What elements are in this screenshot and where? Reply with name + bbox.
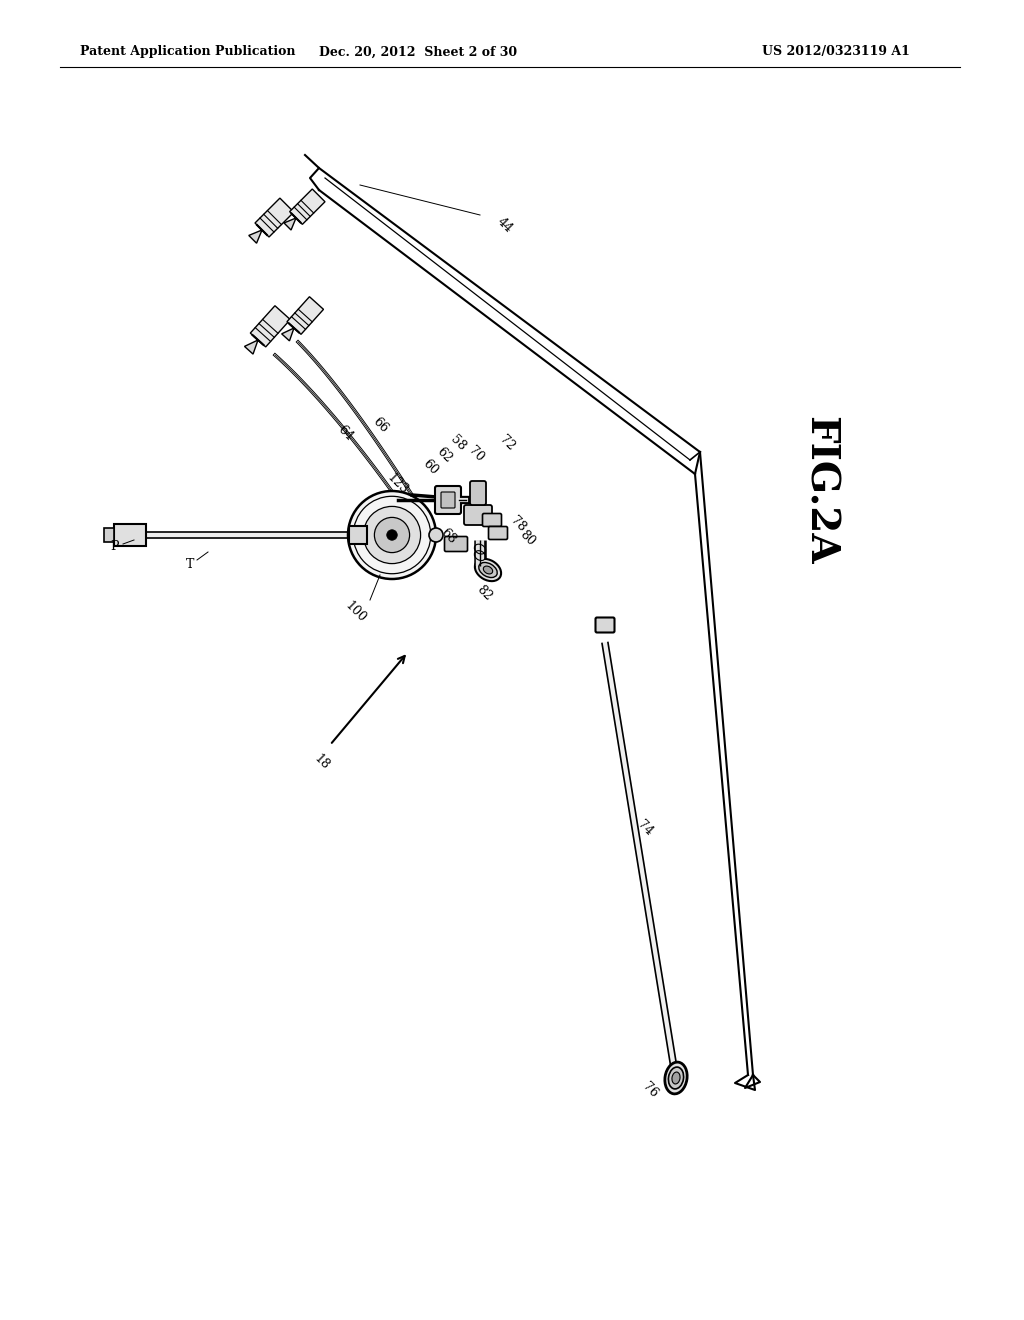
Text: 58: 58 xyxy=(447,433,468,453)
Polygon shape xyxy=(245,341,258,354)
FancyBboxPatch shape xyxy=(114,524,146,546)
Text: 64: 64 xyxy=(335,422,355,444)
Text: US 2012/0323119 A1: US 2012/0323119 A1 xyxy=(762,45,910,58)
FancyBboxPatch shape xyxy=(444,536,468,552)
Ellipse shape xyxy=(475,558,501,581)
Text: 44: 44 xyxy=(495,215,515,235)
Text: 80: 80 xyxy=(517,528,538,548)
Circle shape xyxy=(429,528,443,543)
FancyBboxPatch shape xyxy=(441,492,455,508)
Text: 100: 100 xyxy=(342,599,368,626)
Polygon shape xyxy=(250,306,291,347)
Ellipse shape xyxy=(669,1067,684,1089)
Text: 18: 18 xyxy=(311,752,332,772)
Ellipse shape xyxy=(672,1072,680,1084)
Text: 74: 74 xyxy=(635,818,655,838)
Text: T: T xyxy=(185,557,195,570)
FancyBboxPatch shape xyxy=(349,525,367,544)
Text: Dec. 20, 2012  Sheet 2 of 30: Dec. 20, 2012 Sheet 2 of 30 xyxy=(318,45,517,58)
Circle shape xyxy=(348,491,436,579)
Text: 123: 123 xyxy=(384,471,410,498)
Ellipse shape xyxy=(483,566,493,574)
FancyBboxPatch shape xyxy=(464,506,492,525)
Text: 66: 66 xyxy=(370,414,390,436)
Text: 72: 72 xyxy=(497,433,517,453)
FancyBboxPatch shape xyxy=(596,618,614,632)
Circle shape xyxy=(387,529,397,540)
Polygon shape xyxy=(249,230,262,243)
Text: 82: 82 xyxy=(474,583,495,603)
Polygon shape xyxy=(287,297,324,334)
Ellipse shape xyxy=(479,562,498,578)
Text: 70: 70 xyxy=(466,444,486,465)
Circle shape xyxy=(364,507,421,564)
Text: 68: 68 xyxy=(437,525,459,546)
Text: 60: 60 xyxy=(420,457,440,478)
Polygon shape xyxy=(284,218,296,230)
FancyBboxPatch shape xyxy=(482,513,502,527)
Text: 76: 76 xyxy=(640,1080,660,1100)
Polygon shape xyxy=(290,189,325,224)
FancyBboxPatch shape xyxy=(470,480,486,506)
Ellipse shape xyxy=(665,1063,687,1094)
FancyBboxPatch shape xyxy=(488,527,508,540)
Text: P: P xyxy=(111,540,119,553)
Circle shape xyxy=(375,517,410,553)
FancyBboxPatch shape xyxy=(435,486,461,513)
Polygon shape xyxy=(282,327,294,341)
Text: FIG.2A: FIG.2A xyxy=(801,416,839,565)
Polygon shape xyxy=(255,198,294,238)
Text: 78: 78 xyxy=(508,513,528,535)
FancyBboxPatch shape xyxy=(104,528,114,543)
Text: Patent Application Publication: Patent Application Publication xyxy=(80,45,296,58)
Polygon shape xyxy=(602,643,677,1068)
Text: 62: 62 xyxy=(434,445,455,465)
